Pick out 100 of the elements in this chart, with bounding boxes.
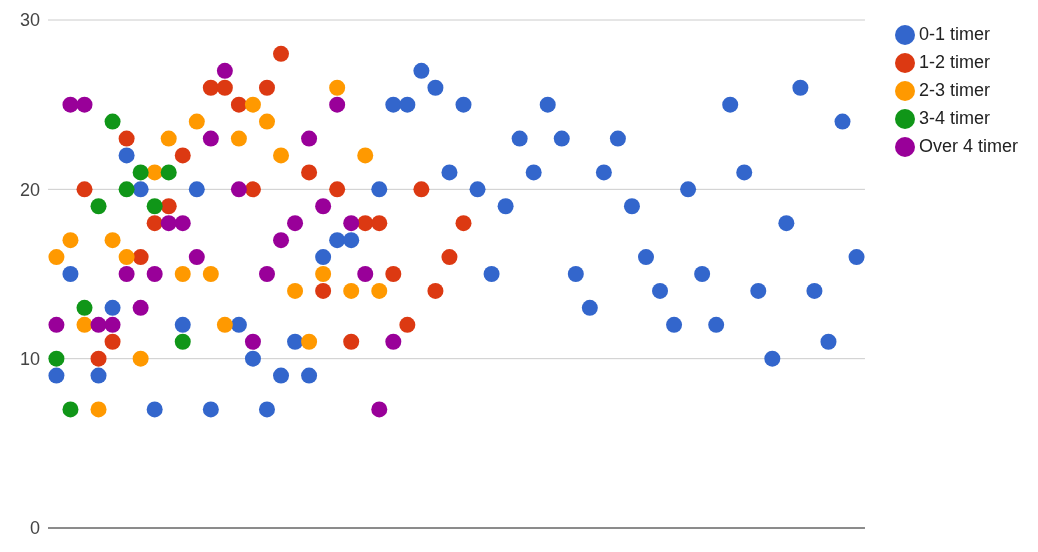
point bbox=[174, 316, 191, 333]
point bbox=[525, 164, 542, 181]
point bbox=[188, 113, 205, 130]
point bbox=[287, 282, 304, 299]
point bbox=[708, 316, 725, 333]
point bbox=[343, 215, 360, 232]
point bbox=[680, 181, 697, 198]
point bbox=[666, 316, 683, 333]
point bbox=[441, 249, 458, 266]
point bbox=[329, 79, 346, 96]
point bbox=[118, 249, 135, 266]
point bbox=[76, 181, 93, 198]
point bbox=[329, 181, 346, 198]
point bbox=[202, 79, 219, 96]
point bbox=[76, 96, 93, 113]
point bbox=[216, 79, 233, 96]
point bbox=[146, 266, 163, 282]
point bbox=[343, 333, 360, 350]
point bbox=[76, 316, 93, 333]
point bbox=[820, 333, 837, 350]
point bbox=[132, 181, 149, 198]
point bbox=[174, 266, 191, 282]
point bbox=[48, 350, 65, 367]
point bbox=[273, 147, 290, 164]
point bbox=[258, 79, 275, 96]
point bbox=[778, 215, 795, 232]
point bbox=[329, 232, 346, 249]
point bbox=[230, 96, 247, 113]
point bbox=[132, 299, 149, 316]
point bbox=[371, 282, 388, 299]
point bbox=[230, 181, 247, 198]
point bbox=[623, 198, 640, 215]
point bbox=[202, 130, 219, 147]
point bbox=[315, 282, 332, 299]
point bbox=[104, 316, 121, 333]
point bbox=[385, 266, 402, 282]
point bbox=[244, 181, 261, 198]
point bbox=[539, 96, 556, 113]
point bbox=[553, 130, 570, 147]
point bbox=[90, 316, 107, 333]
point bbox=[118, 130, 135, 147]
point bbox=[146, 198, 163, 215]
point bbox=[427, 282, 444, 299]
point bbox=[455, 215, 472, 232]
point bbox=[427, 79, 444, 96]
y-tick-label: 0 bbox=[29, 518, 40, 539]
point bbox=[202, 401, 219, 418]
point bbox=[287, 333, 304, 350]
point bbox=[132, 164, 149, 181]
point bbox=[301, 164, 318, 181]
point bbox=[90, 198, 107, 215]
point bbox=[146, 215, 163, 232]
point bbox=[511, 130, 528, 147]
point bbox=[357, 215, 374, 232]
point bbox=[315, 266, 332, 282]
point bbox=[371, 215, 388, 232]
point bbox=[48, 367, 65, 384]
point bbox=[76, 299, 93, 316]
point bbox=[301, 367, 318, 384]
point bbox=[329, 96, 346, 113]
point bbox=[357, 147, 374, 164]
point bbox=[736, 164, 753, 181]
point bbox=[160, 164, 177, 181]
point bbox=[273, 232, 290, 249]
point bbox=[258, 266, 275, 282]
legend-label: Over 4 timer bbox=[918, 136, 1018, 156]
point bbox=[455, 96, 472, 113]
point bbox=[216, 316, 233, 333]
point bbox=[637, 249, 654, 266]
point bbox=[160, 130, 177, 147]
point bbox=[792, 79, 809, 96]
point bbox=[104, 113, 121, 130]
point bbox=[750, 282, 767, 299]
point bbox=[90, 401, 107, 418]
point bbox=[315, 198, 332, 215]
point bbox=[399, 96, 416, 113]
point bbox=[230, 316, 247, 333]
point bbox=[258, 401, 275, 418]
point bbox=[567, 266, 584, 282]
point bbox=[301, 333, 318, 350]
point bbox=[118, 266, 135, 282]
y-tick-label: 20 bbox=[19, 179, 40, 200]
point bbox=[230, 130, 247, 147]
point bbox=[146, 164, 163, 181]
point bbox=[244, 350, 261, 367]
point bbox=[652, 282, 669, 299]
point bbox=[132, 249, 149, 266]
legend-label: 3-4 timer bbox=[918, 108, 990, 128]
point bbox=[343, 282, 360, 299]
point bbox=[385, 333, 402, 350]
point bbox=[48, 249, 65, 266]
point bbox=[609, 130, 626, 147]
point bbox=[62, 266, 79, 282]
point bbox=[216, 62, 233, 79]
legend-label: 2-3 timer bbox=[918, 80, 990, 100]
legend-label: 1-2 timer bbox=[918, 52, 990, 72]
y-tick-label: 10 bbox=[19, 349, 40, 370]
point bbox=[413, 62, 430, 79]
point bbox=[104, 333, 121, 350]
point bbox=[188, 181, 205, 198]
